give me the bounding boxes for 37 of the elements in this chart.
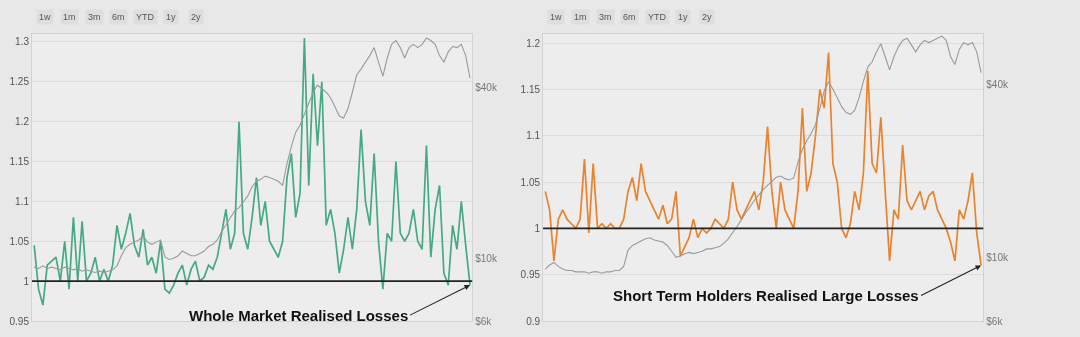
y2-tick-label: $10k: [986, 251, 1009, 263]
text: 1w: [39, 12, 52, 22]
y-tick-label: 1.25: [9, 76, 30, 88]
text: 1w: [550, 12, 563, 22]
text: 1y: [166, 12, 177, 22]
text: 6m: [112, 12, 125, 22]
y-tick-label: 1.2: [526, 37, 541, 49]
text: 3m: [599, 12, 612, 22]
y-tick-label: 0.95: [520, 269, 541, 281]
y-tick-label: 1.1: [15, 195, 30, 207]
y-tick-label: 1.2: [15, 116, 30, 128]
text: 3m: [88, 12, 101, 22]
y2-tick-label: $40k: [475, 82, 498, 94]
y2-tick-label: $10k: [475, 252, 498, 264]
y-tick-label: 0.9: [526, 315, 541, 327]
annotation: Whole Market Realised Losses: [189, 307, 409, 324]
text: 6m: [623, 12, 636, 22]
annotation: Short Term Holders Realised Large Losses: [613, 287, 919, 304]
y2-tick-label: $6k: [475, 315, 493, 327]
y-tick-label: 1: [23, 275, 30, 287]
y-tick-label: 0.95: [9, 315, 30, 327]
y2-tick-label: $40k: [986, 79, 1009, 91]
y-tick-label: 1.1: [526, 130, 541, 142]
y-tick-label: 1.15: [9, 156, 30, 168]
y2-tick-label: $6k: [986, 315, 1004, 327]
text: YTD: [648, 12, 667, 22]
y-tick-label: 1.05: [520, 176, 541, 188]
y-tick-label: 1.15: [520, 84, 541, 96]
text: 1m: [63, 12, 76, 22]
y-tick-label: 1.05: [9, 235, 30, 247]
y-tick-label: 1.3: [15, 36, 30, 48]
text: 2y: [702, 12, 713, 22]
text: 1m: [574, 12, 587, 22]
text: YTD: [136, 12, 155, 22]
text: 2y: [191, 12, 202, 22]
text: 1y: [678, 12, 689, 22]
y-tick-label: 1: [534, 222, 541, 234]
